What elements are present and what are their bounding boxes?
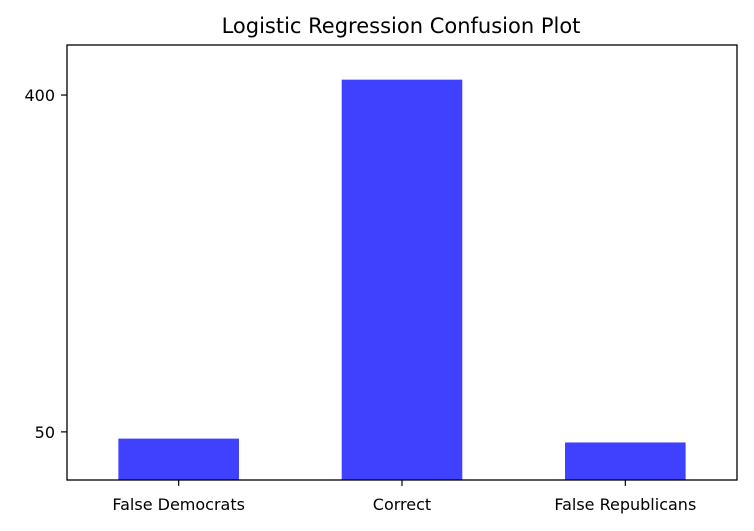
plot-frame	[66, 44, 738, 481]
y-tick-label: 400	[24, 86, 55, 105]
bar-false-republicans	[565, 442, 686, 480]
x-axis-ticks: False Democrats Correct False Republicans	[112, 480, 696, 514]
bar-correct	[341, 79, 463, 480]
x-tick-label: False Republicans	[554, 495, 696, 514]
bar-false-democrats	[118, 438, 239, 480]
x-tick-label: False Democrats	[112, 495, 245, 514]
y-tick-label: 50	[35, 423, 55, 442]
chart-title: Logistic Regression Confusion Plot	[222, 14, 581, 38]
bars-layer	[118, 79, 686, 480]
y-axis-ticks: 50 400	[24, 86, 67, 442]
x-tick-label: Correct	[373, 495, 431, 514]
